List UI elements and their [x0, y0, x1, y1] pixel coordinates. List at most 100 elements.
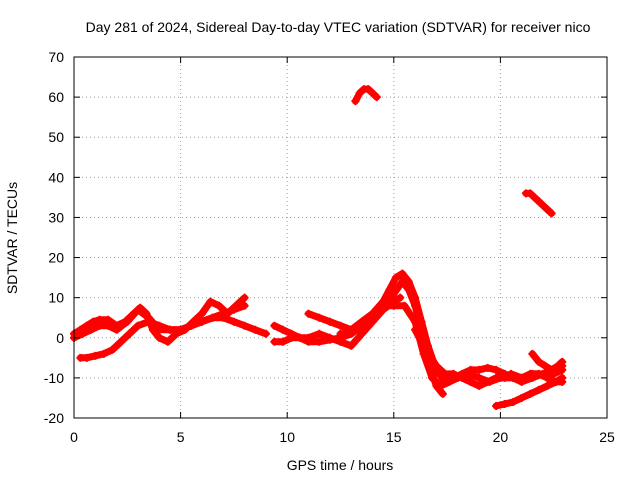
- data-point: [364, 85, 373, 94]
- data-point: [534, 369, 543, 378]
- data-point: [530, 193, 539, 202]
- data-point: [368, 309, 377, 318]
- data-point: [558, 373, 567, 382]
- data-point: [261, 329, 270, 338]
- data-point: [509, 373, 518, 382]
- data-point: [400, 301, 409, 310]
- data-point: [336, 321, 345, 330]
- data-point: [315, 313, 324, 322]
- data-point: [315, 337, 324, 346]
- axis-ticks: 0 5 10 15 20 25 -20 -10 0 10 20 30 40 50 60 70: [44, 49, 615, 445]
- data-point: [440, 369, 449, 378]
- data-point: [144, 317, 153, 326]
- data-point: [492, 365, 501, 374]
- data-point: [270, 337, 279, 346]
- data-point: [379, 297, 388, 306]
- data-point: [104, 321, 113, 330]
- data-point: [475, 373, 484, 382]
- data-point: [95, 321, 104, 330]
- data-point: [389, 301, 398, 310]
- x-tick-label: 15: [386, 429, 402, 445]
- data-point: [133, 321, 142, 330]
- data-point: [543, 381, 552, 390]
- data-point: [411, 325, 420, 334]
- data-point: [421, 345, 430, 354]
- data-point: [372, 93, 381, 102]
- y-tick-label: 10: [48, 290, 64, 306]
- data-point: [500, 399, 509, 408]
- y-tick-label: 40: [48, 169, 64, 185]
- data-point: [428, 373, 437, 382]
- data-series: [70, 85, 567, 410]
- data-point: [438, 389, 447, 398]
- data-point: [240, 293, 249, 302]
- data-point: [558, 357, 567, 366]
- data-point: [229, 305, 238, 314]
- data-point: [458, 373, 467, 382]
- x-tick-label: 20: [493, 429, 509, 445]
- data-point: [357, 321, 366, 330]
- data-point: [214, 301, 223, 310]
- data-point: [165, 325, 174, 334]
- data-point: [449, 369, 458, 378]
- data-point: [325, 335, 334, 344]
- data-point: [509, 397, 518, 406]
- data-point: [398, 269, 407, 278]
- data-point: [89, 317, 98, 326]
- data-point: [108, 345, 117, 354]
- data-point: [87, 325, 96, 334]
- data-point: [368, 89, 377, 98]
- y-axis-label: SDTVAR / TECUs: [4, 182, 20, 294]
- data-point: [355, 89, 364, 98]
- data-point: [440, 377, 449, 386]
- data-point: [197, 317, 206, 326]
- data-point: [357, 329, 366, 338]
- data-point: [466, 365, 475, 374]
- data-point: [347, 341, 356, 350]
- data-point: [483, 363, 492, 372]
- data-point: [534, 357, 543, 366]
- data-point: [163, 337, 172, 346]
- data-point: [551, 377, 560, 386]
- chart-title: Day 281 of 2024, Sidereal Day-to-day VTE…: [86, 19, 591, 35]
- data-point: [208, 313, 217, 322]
- data-point: [187, 321, 196, 330]
- x-tick-label: 5: [177, 429, 185, 445]
- data-point: [336, 329, 345, 338]
- data-point: [526, 189, 535, 198]
- data-point: [123, 317, 132, 326]
- data-point: [304, 337, 313, 346]
- data-point: [270, 321, 279, 330]
- data-point: [547, 209, 556, 218]
- data-point: [155, 321, 164, 330]
- data-point: [240, 301, 249, 310]
- data-point: [543, 373, 552, 382]
- data-point: [534, 385, 543, 394]
- data-point: [547, 365, 556, 374]
- data-point: [539, 201, 548, 210]
- data-point: [347, 329, 356, 338]
- y-tick-label: 30: [48, 209, 64, 225]
- data-point: [436, 381, 445, 390]
- data-point: [251, 325, 260, 334]
- data-point: [91, 351, 100, 360]
- data-point: [155, 333, 164, 342]
- data-point: [466, 377, 475, 386]
- data-point: [99, 349, 108, 358]
- data-point: [475, 381, 484, 390]
- y-tick-label: 70: [48, 49, 64, 65]
- data-point: [351, 97, 360, 106]
- data-point: [325, 317, 334, 326]
- data-point: [396, 293, 405, 302]
- data-point: [278, 337, 287, 346]
- data-point: [517, 393, 526, 402]
- data-point: [517, 373, 526, 382]
- data-point: [78, 329, 87, 338]
- data-point: [229, 317, 238, 326]
- data-point: [82, 353, 91, 362]
- y-tick-label: 20: [48, 250, 64, 266]
- data-point: [240, 321, 249, 330]
